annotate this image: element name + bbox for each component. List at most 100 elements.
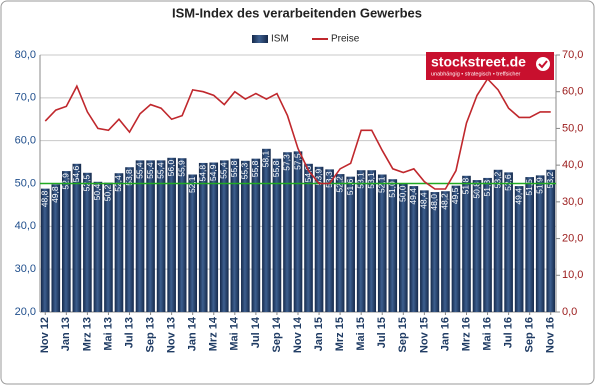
bar xyxy=(388,179,398,312)
bar xyxy=(325,169,334,312)
x-tick-label: Mai 13 xyxy=(102,317,114,351)
bar xyxy=(93,181,103,312)
logo-name: stockstreet.de xyxy=(431,54,526,70)
x-tick-label: Jan 16 xyxy=(439,317,451,351)
logo-icon xyxy=(536,57,550,71)
chart-title: ISM-Index des verarbeitenden Gewerbes xyxy=(172,5,422,20)
bar xyxy=(430,192,440,312)
bar xyxy=(188,174,198,312)
value-label: 55,4 xyxy=(145,162,155,179)
value-label: 48,2 xyxy=(440,193,450,210)
value-label: 55,8 xyxy=(229,160,239,177)
bar xyxy=(525,177,534,312)
bar xyxy=(156,160,166,312)
y-tick-label: 70,0 xyxy=(15,92,36,104)
value-label: 48,8 xyxy=(40,190,50,207)
value-label: 49,5 xyxy=(450,187,460,204)
bar xyxy=(209,162,219,312)
x-tick-label: Mrz 15 xyxy=(334,317,346,351)
bar xyxy=(367,170,377,312)
x-tick-label: Jul 15 xyxy=(376,317,388,348)
x-tick-label: Nov 12 xyxy=(39,317,51,353)
value-label: 49,4 xyxy=(408,188,418,205)
bar xyxy=(125,167,134,312)
bar xyxy=(104,182,113,312)
line xyxy=(44,77,551,190)
bar xyxy=(441,191,450,312)
y2-tick-label: 0,0 xyxy=(562,306,577,318)
y2-tick-label: 20,0 xyxy=(562,232,583,244)
value-label: 51,6 xyxy=(345,178,355,195)
value-label: 54,6 xyxy=(71,166,81,183)
value-label: 51,0 xyxy=(387,181,397,198)
value-label: 51,3 xyxy=(482,180,492,197)
legend-label: Preise xyxy=(331,34,360,45)
x-tick-label: Nov 14 xyxy=(292,316,304,353)
y-tick-label: 50,0 xyxy=(15,177,36,189)
bar xyxy=(114,173,124,312)
x-tick-label: Jan 15 xyxy=(313,317,325,351)
value-label: 55,4 xyxy=(219,162,229,179)
x-tick-label: Sep 16 xyxy=(524,317,536,352)
value-label: 51,9 xyxy=(534,177,544,194)
value-label: 52,6 xyxy=(503,174,513,191)
value-label: 55,9 xyxy=(176,160,186,177)
y-tick-label: 80,0 xyxy=(15,49,36,61)
x-tick-label: Mai 15 xyxy=(355,317,367,351)
value-label: 53,1 xyxy=(355,172,365,189)
y-tick-label: 30,0 xyxy=(15,263,36,275)
x-tick-label: Nov 13 xyxy=(166,317,178,353)
logo-box xyxy=(426,52,554,80)
y-tick-label: 60,0 xyxy=(15,135,36,147)
value-label: 53,9 xyxy=(313,169,323,186)
bar xyxy=(356,170,366,312)
bar xyxy=(83,172,92,312)
y2-tick-label: 10,0 xyxy=(562,269,583,281)
bar xyxy=(241,160,250,312)
y2-tick-label: 70,0 xyxy=(562,49,583,61)
x-tick-label: Mai 14 xyxy=(229,316,241,351)
value-label: 52,1 xyxy=(376,176,386,193)
y-tick-label: 20,0 xyxy=(15,306,36,318)
value-label: 48,4 xyxy=(419,192,429,209)
value-label: 55,3 xyxy=(240,163,250,180)
x-tick-label: Sep 13 xyxy=(144,317,156,352)
y-tick-label: 40,0 xyxy=(15,220,36,232)
value-label: 54,6 xyxy=(303,166,313,183)
value-label: 52,9 xyxy=(61,173,71,190)
bar xyxy=(377,174,387,312)
value-label: 53,3 xyxy=(324,171,334,188)
value-label: 55,8 xyxy=(250,160,260,177)
value-label: 56,0 xyxy=(166,160,176,177)
value-label: 53,8 xyxy=(124,169,134,186)
bar xyxy=(72,163,82,312)
bar xyxy=(462,175,471,312)
y2-tick-label: 50,0 xyxy=(562,122,583,134)
x-tick-label: Jan 13 xyxy=(60,317,72,351)
bar xyxy=(346,176,355,312)
bar xyxy=(314,166,324,312)
bar xyxy=(409,186,419,312)
bar xyxy=(304,163,313,312)
bar xyxy=(62,171,71,312)
value-label: 53,1 xyxy=(366,172,376,189)
bar xyxy=(230,158,240,312)
logo: stockstreet.de unabhängig • strategisch … xyxy=(426,52,554,80)
bar xyxy=(146,160,155,312)
bar xyxy=(219,160,229,312)
value-label: 49,8 xyxy=(50,186,60,203)
bar xyxy=(251,158,261,312)
bar xyxy=(420,190,429,312)
bar xyxy=(514,186,524,312)
bar xyxy=(493,169,503,312)
value-label: 53,2 xyxy=(492,172,502,189)
value-label: 50,8 xyxy=(471,182,481,199)
x-tick-label: Nov 15 xyxy=(418,317,430,353)
bar xyxy=(135,160,145,312)
bar xyxy=(472,180,482,312)
x-tick-label: Mrz 13 xyxy=(81,317,93,351)
logo-slogan: unabhängig • strategisch • treffsicher xyxy=(431,71,521,77)
x-tick-label: Jul 16 xyxy=(503,317,515,348)
bar xyxy=(293,151,303,312)
